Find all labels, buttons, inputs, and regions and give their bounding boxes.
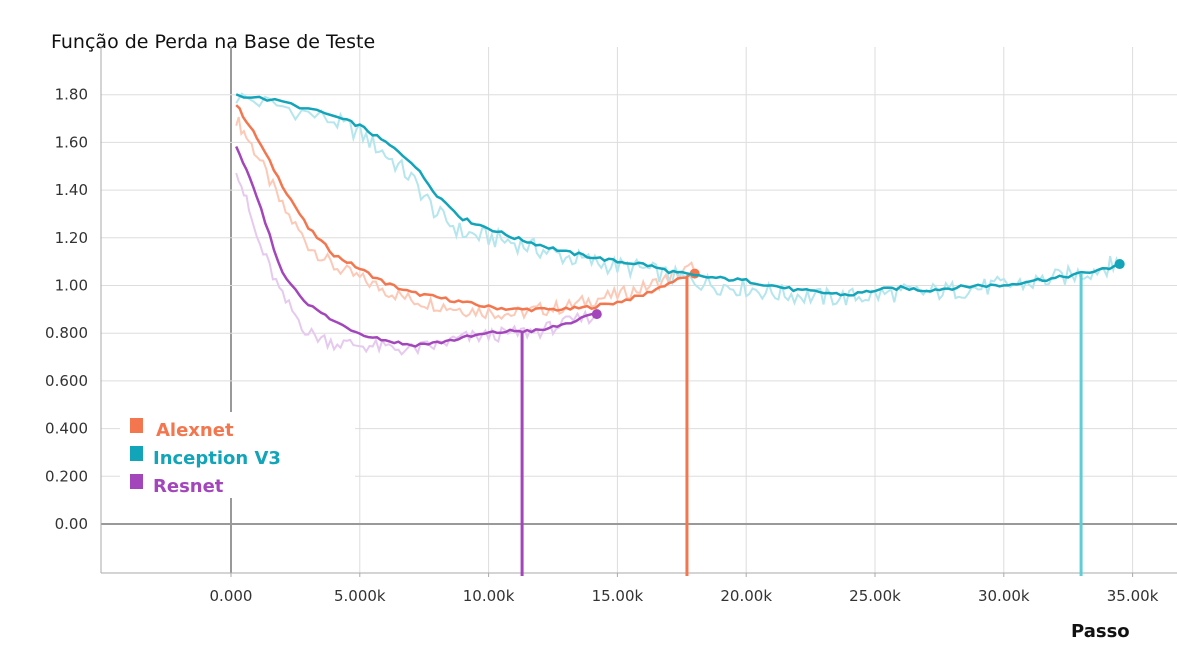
y-tick-label: 1.40 [55, 181, 88, 199]
chart-title: Função de Perda na Base de Teste [51, 31, 376, 53]
x-tick-label: 5.000k [334, 587, 386, 605]
series-line [235, 145, 598, 348]
legend-swatch [130, 446, 143, 461]
series-raw-line [235, 92, 1121, 306]
x-tick-label: 35.00k [1107, 587, 1159, 605]
x-tick-label: 30.00k [978, 587, 1030, 605]
series-line [235, 104, 696, 313]
legend-box [120, 412, 355, 498]
series-line [235, 93, 1121, 297]
y-tick-label: 0.600 [45, 372, 88, 390]
series-raw-line [235, 116, 696, 321]
x-axis-label: Passo [1071, 621, 1130, 642]
y-tick-label: 1.20 [55, 229, 88, 247]
legend-swatch [130, 418, 143, 433]
x-tick-label: 0.000 [210, 587, 253, 605]
legend-swatch [130, 474, 143, 489]
y-tick-label: 0.800 [45, 324, 88, 342]
x-tick-label: 15.00k [592, 587, 644, 605]
y-tick-label: 0.200 [45, 467, 88, 485]
y-tick-label: 1.00 [55, 277, 88, 295]
legend-label: Resnet [153, 476, 224, 497]
legend-label: Alexnet [156, 420, 234, 441]
y-tick-label: 0.400 [45, 420, 88, 438]
series-endpoint [1114, 259, 1125, 270]
series-endpoint [591, 309, 602, 320]
x-tick-label: 20.00k [720, 587, 772, 605]
y-tick-label: 1.60 [55, 133, 88, 151]
y-tick-label: 0.00 [55, 515, 88, 533]
legend-label: Inception V3 [153, 448, 281, 469]
x-tick-label: 25.00k [849, 587, 901, 605]
x-tick-label: 10.00k [463, 587, 515, 605]
y-tick-label: 1.80 [55, 86, 88, 104]
